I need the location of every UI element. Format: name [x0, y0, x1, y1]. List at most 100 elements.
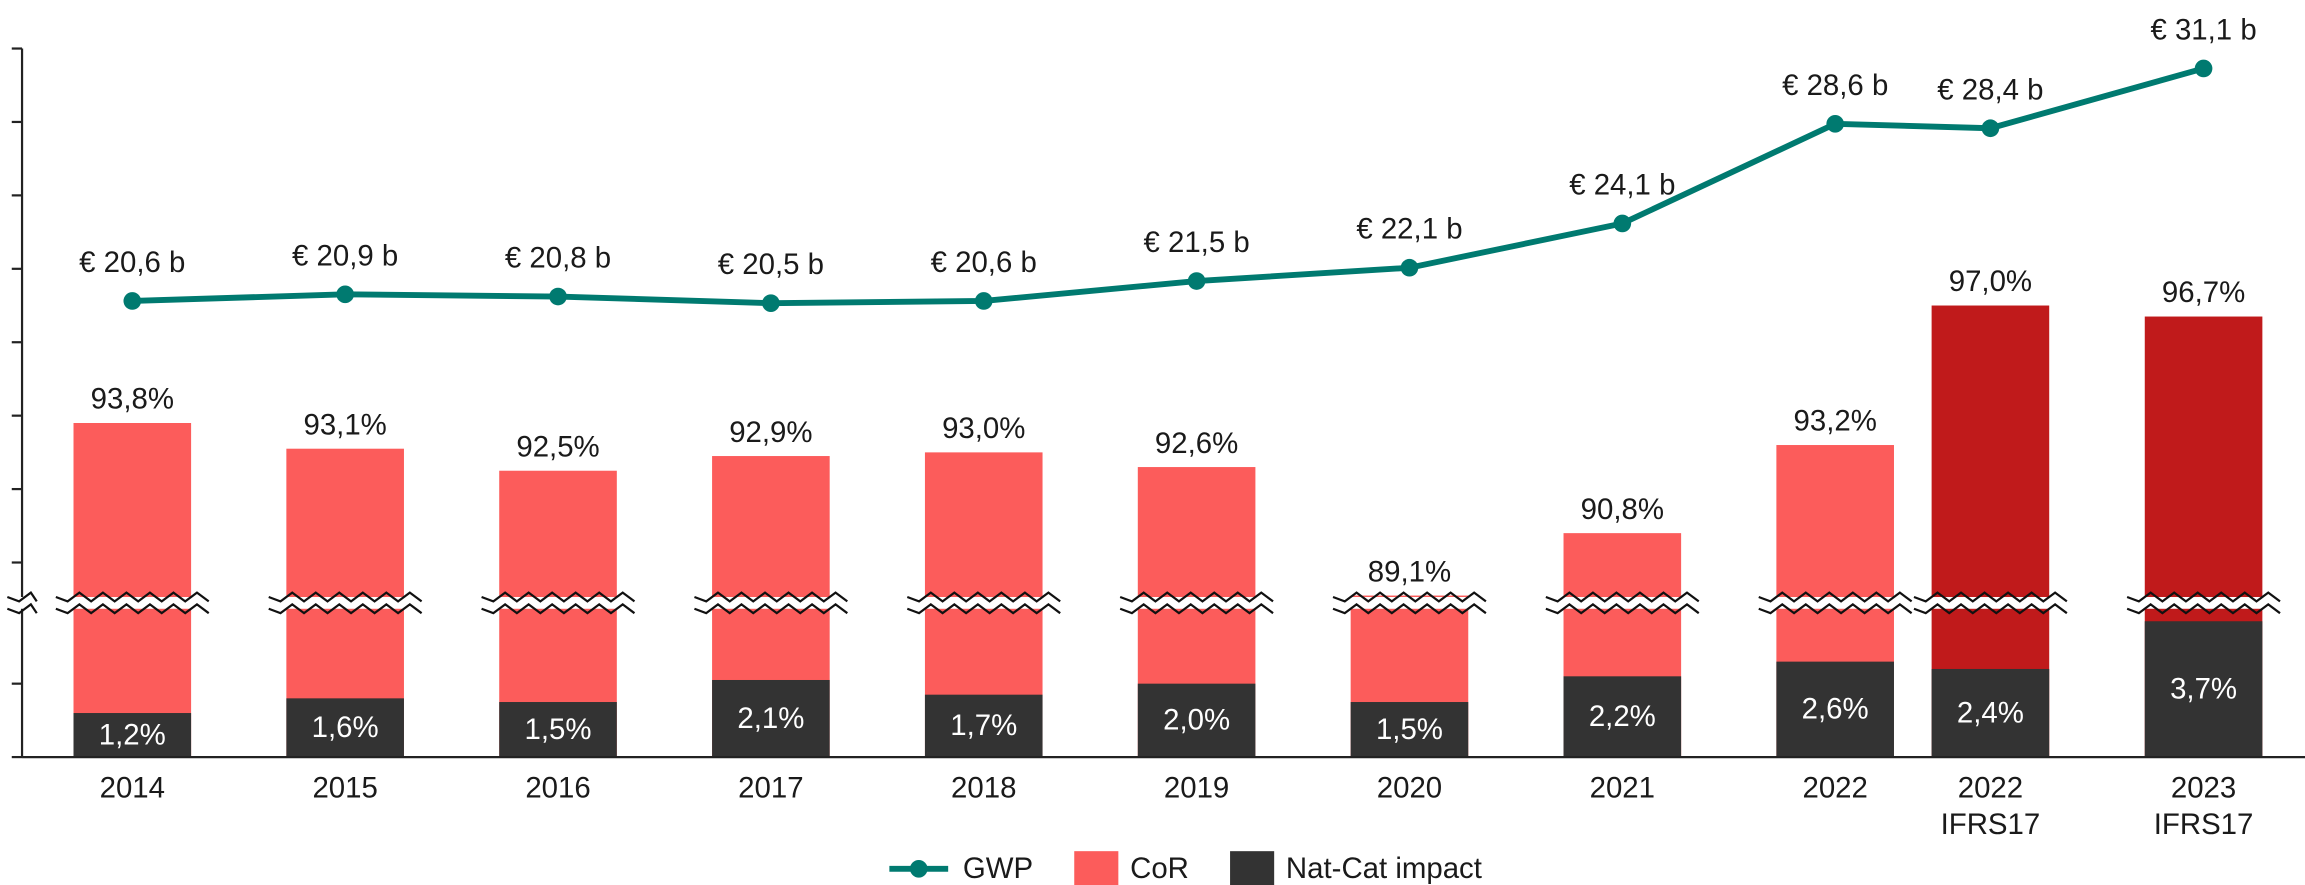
axis-break: [55, 591, 210, 603]
axis-break: [1119, 602, 1274, 615]
legend-marker: [909, 859, 928, 878]
x-tick-label: 2023 IFRS17: [2154, 771, 2254, 841]
x-tick-label: 2017: [738, 771, 803, 804]
x-tick-label: 2022 IFRS17: [1941, 771, 2041, 841]
natcat-label: 1,5%: [1376, 713, 1443, 746]
gwp-point: [1826, 114, 1844, 133]
axis-break-gap: [907, 597, 1061, 609]
axis-break: [694, 591, 848, 603]
natcat-bar: [712, 679, 830, 758]
natcat-label: 2,4%: [1957, 696, 2024, 729]
gwp-label: € 22,1 b: [1356, 213, 1462, 246]
x-tick-label: 2022: [1802, 771, 1867, 804]
axis-break: [2126, 591, 2281, 603]
cor-label: 92,5%: [516, 430, 599, 463]
x-tick-label: 2020: [1377, 771, 1442, 804]
natcat-label: 1,2%: [99, 718, 166, 751]
natcat-label: 1,6%: [312, 711, 379, 744]
cor-bar: [73, 423, 192, 758]
gwp-label: € 28,4 b: [1937, 73, 2043, 106]
natcat-bar: [924, 694, 1043, 758]
axis-break: [1545, 591, 1700, 603]
cor-label: 89,1%: [1368, 555, 1451, 588]
axis-break-gap: [1758, 597, 1912, 609]
gwp-point: [974, 292, 993, 310]
cor-label: 93,8%: [91, 383, 174, 416]
axis-break: [1545, 602, 1700, 615]
axis-break: [268, 591, 423, 603]
natcat-bar: [1776, 661, 1894, 758]
natcat-label: 2,6%: [1802, 693, 1869, 726]
x-tick-label: 2016: [525, 771, 590, 804]
axis-break-gap: [55, 597, 209, 609]
x-tick-label: 2014: [100, 771, 165, 804]
axis-break: [1332, 602, 1487, 615]
axis-break: [1332, 591, 1487, 603]
cor-label: 93,2%: [1794, 405, 1877, 438]
axis-break: [1913, 591, 2068, 603]
axis-break: [694, 602, 848, 615]
axis-break-gap: [1333, 597, 1486, 609]
natcat-label: 2,0%: [1163, 704, 1230, 737]
natcat-bar: [73, 713, 192, 758]
gwp-label: € 24,1 b: [1569, 168, 1675, 201]
natcat-bar: [2144, 621, 2263, 758]
natcat-bar: [1931, 668, 2050, 758]
axis-break: [2126, 602, 2281, 615]
gwp-label: € 20,8 b: [505, 242, 611, 275]
axis-break-gap: [481, 597, 635, 609]
x-tick-label: 2015: [312, 771, 377, 804]
cor-label: 93,1%: [303, 408, 386, 441]
legend-swatch: [1074, 851, 1119, 885]
gwp-point: [549, 287, 567, 306]
gwp-label: € 20,9 b: [292, 239, 398, 272]
natcat-bar: [1563, 676, 1682, 758]
axis-break: [268, 602, 423, 615]
axis-break: [906, 602, 1061, 615]
gwp-label: € 21,5 b: [1143, 226, 1249, 259]
axis-break: [1913, 602, 2068, 615]
axis-break: [6, 602, 38, 615]
axis-break-gap: [1120, 597, 1274, 609]
gwp-point: [336, 285, 354, 304]
gwp-label: € 20,6 b: [79, 246, 185, 279]
gwp-line: [132, 65, 2205, 307]
legend-swatch: [1230, 851, 1275, 885]
axis-break: [55, 602, 210, 615]
x-tick-label: 2018: [951, 771, 1016, 804]
natcat-label: 1,7%: [950, 709, 1017, 742]
axis-break-gap: [694, 597, 848, 609]
gwp-point: [123, 292, 142, 310]
cor-label: 93,0%: [942, 412, 1025, 445]
gwp-label: € 28,6 b: [1782, 69, 1888, 102]
gwp-point: [1187, 272, 1206, 290]
axis-break: [1119, 591, 1274, 603]
axis-break-gap: [1913, 597, 2067, 609]
cor-label: 90,8%: [1581, 493, 1664, 526]
axis-break-gap: [7, 597, 37, 609]
x-tick-label: 2021: [1590, 771, 1655, 804]
cor-label: 97,0%: [1949, 265, 2032, 298]
natcat-label: 1,5%: [525, 713, 592, 746]
gwp-point: [1981, 119, 2000, 138]
gwp-point: [762, 294, 780, 312]
gwp-point: [1613, 214, 1632, 233]
axis-break-gap: [2127, 597, 2281, 609]
gwp-label: € 20,6 b: [931, 246, 1037, 279]
cor-label: 92,9%: [729, 416, 812, 449]
x-tick-label: 2019: [1164, 771, 1229, 804]
natcat-label: 3,7%: [2170, 672, 2237, 705]
legend-label: Nat-Cat impact: [1286, 852, 1482, 885]
natcat-bar: [286, 698, 404, 758]
axis-break: [6, 591, 38, 603]
legend-label: GWP: [963, 852, 1033, 885]
axis-break: [906, 591, 1061, 603]
gwp-point: [2194, 59, 2213, 78]
axis-break: [1758, 602, 1913, 615]
natcat-label: 2,1%: [737, 702, 804, 735]
natcat-bar: [499, 702, 617, 758]
axis-break-gap: [268, 597, 422, 609]
cor-label: 92,6%: [1155, 427, 1238, 460]
